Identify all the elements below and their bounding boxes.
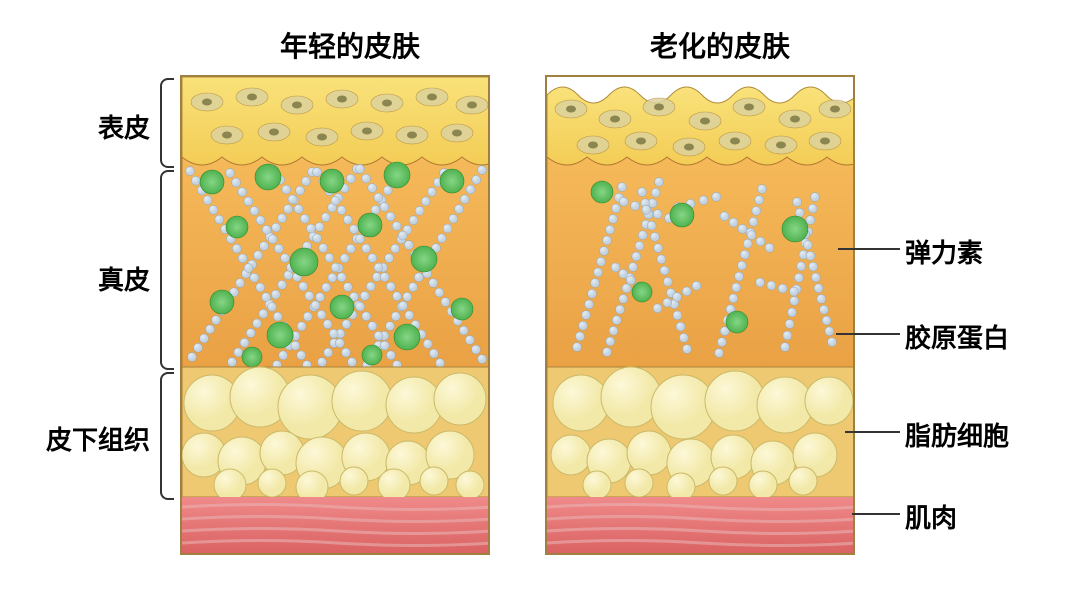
title-old: 老化的皮肤: [620, 25, 820, 65]
label-muscle: 肌肉: [905, 498, 957, 535]
bracket-dermis: [160, 170, 174, 370]
panel-young: [180, 75, 490, 555]
label-collagen: 胶原蛋白: [905, 318, 1009, 355]
leader-muscle: [852, 513, 900, 515]
diagram-root: { "titles": { "young": "年轻的皮肤", "old": "…: [0, 0, 1074, 597]
leader-elastin: [838, 248, 900, 250]
leader-fatcell: [845, 431, 900, 433]
label-epidermis: 表皮: [98, 108, 150, 145]
leader-collagen: [836, 333, 900, 335]
label-elastin: 弹力素: [905, 233, 983, 270]
panel-old: [545, 75, 855, 555]
panel-young-svg: [182, 77, 490, 555]
label-fatcell: 脂肪细胞: [905, 416, 1009, 453]
panel-old-svg: [547, 77, 855, 555]
bracket-subcutis: [160, 372, 174, 500]
title-young: 年轻的皮肤: [250, 25, 450, 65]
label-subcutis: 皮下组织: [46, 420, 150, 457]
label-dermis: 真皮: [98, 260, 150, 297]
bracket-epidermis: [160, 78, 174, 168]
